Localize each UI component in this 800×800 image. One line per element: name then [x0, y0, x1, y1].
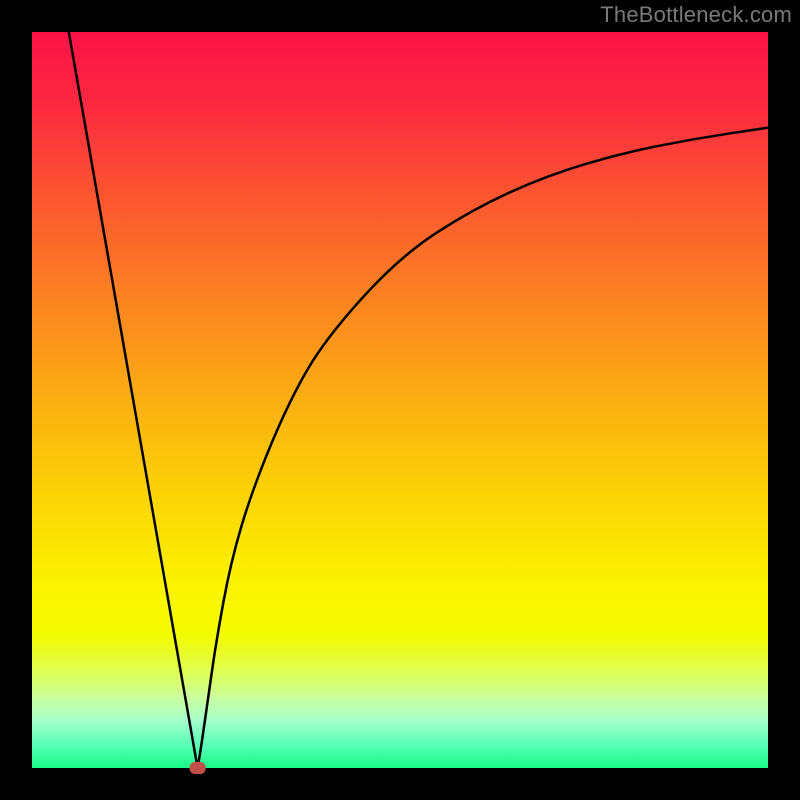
optimum-marker	[190, 762, 206, 774]
plot-background	[32, 32, 768, 768]
chart-svg	[0, 0, 800, 800]
attribution-label: TheBottleneck.com	[600, 2, 792, 28]
bottleneck-chart: TheBottleneck.com	[0, 0, 800, 800]
